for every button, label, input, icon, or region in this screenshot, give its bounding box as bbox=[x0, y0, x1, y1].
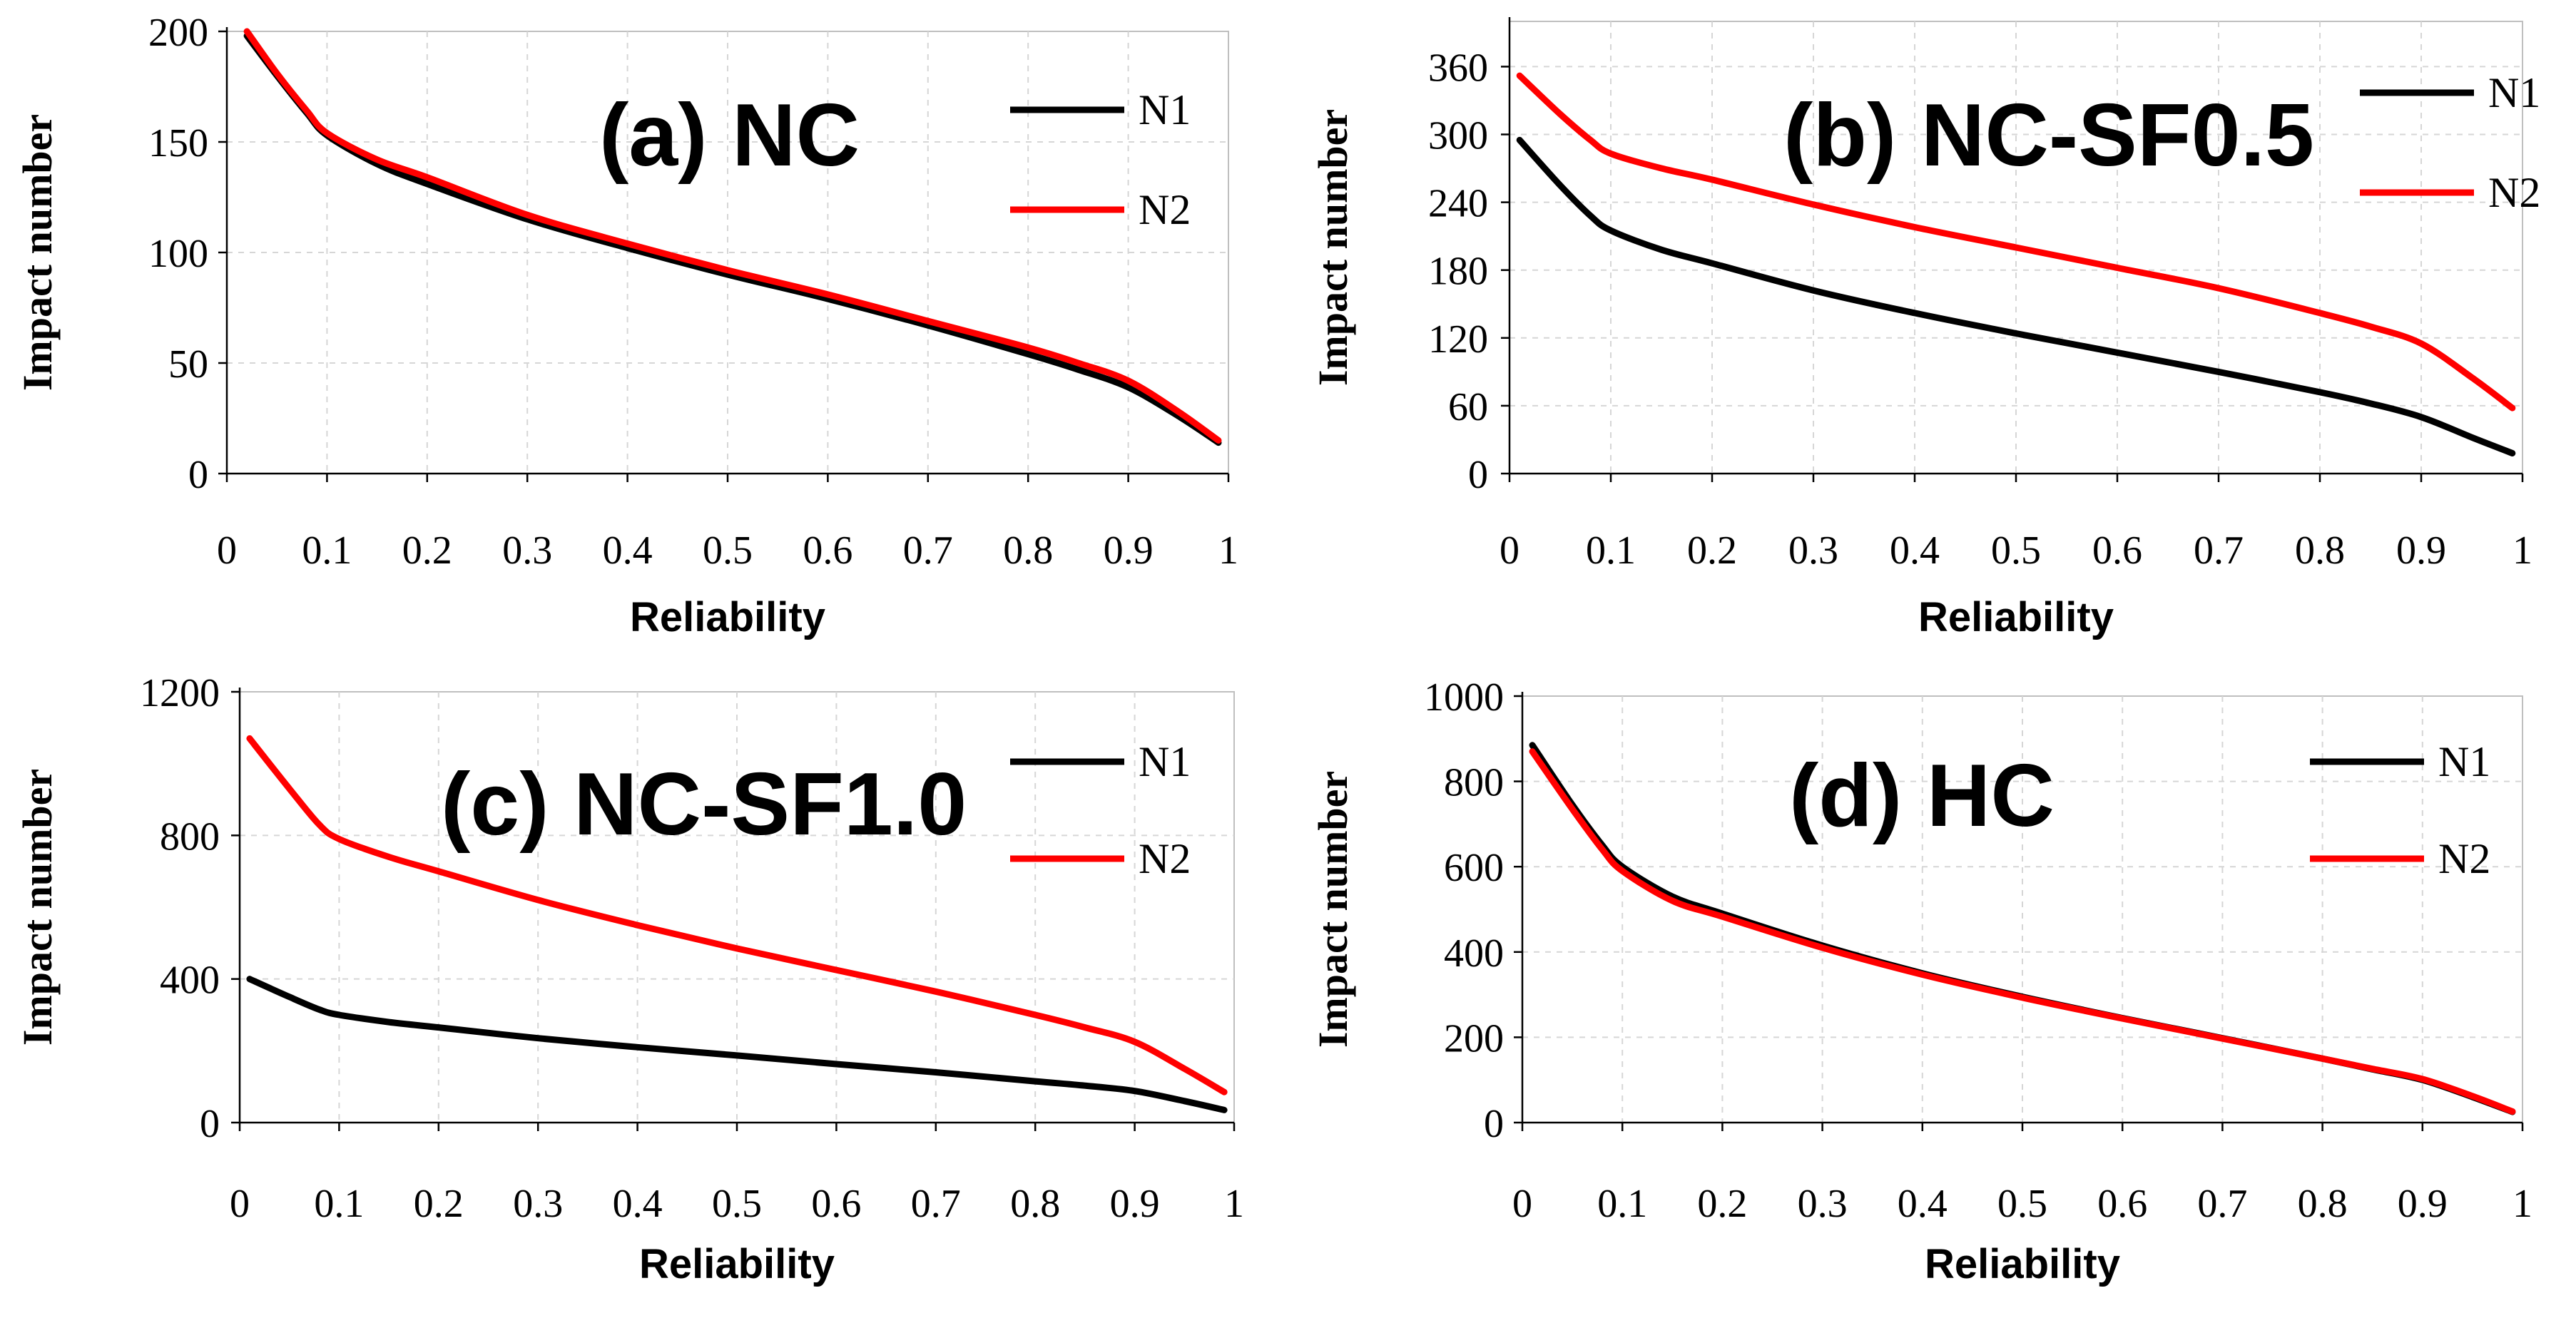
x-tick-label: 0.1 bbox=[314, 1182, 364, 1226]
panel-title: (d) HC bbox=[1789, 747, 2055, 845]
y-tick-label: 60 bbox=[1448, 385, 1488, 429]
y-tick-label: 800 bbox=[1444, 761, 1504, 805]
y-axis-label: Impact number bbox=[1310, 109, 1356, 386]
y-tick-label: 1000 bbox=[1424, 675, 1504, 720]
legend-label-n2: N2 bbox=[2488, 169, 2540, 216]
y-tick-label: 1200 bbox=[140, 671, 220, 715]
x-tick-label: 0.6 bbox=[2097, 1182, 2147, 1226]
x-tick-label: 0.7 bbox=[2194, 528, 2244, 573]
chart-panel-c: 0 400 800 1200 0 0.1 0.2 0.3 0.4 0.5 0.6 0.7 0.8 0.9 1… bbox=[14, 671, 1244, 1287]
x-tick-label: 0 bbox=[217, 528, 237, 573]
series-line-n2 bbox=[1516, 72, 2516, 412]
x-tick-label: 0.6 bbox=[803, 528, 852, 573]
x-tick-label: 0.1 bbox=[1597, 1182, 1647, 1226]
x-tick-label: 0.8 bbox=[1003, 528, 1053, 573]
x-tick-label: 0 bbox=[1500, 528, 1519, 573]
y-tick-label: 0 bbox=[1484, 1102, 1504, 1146]
y-tick-label: 800 bbox=[160, 814, 220, 859]
y-tick-label: 400 bbox=[160, 959, 220, 1003]
x-tick-label: 0.6 bbox=[2092, 528, 2142, 573]
x-tick-label: 0.5 bbox=[703, 528, 753, 573]
x-tick-label: 0.3 bbox=[513, 1182, 563, 1226]
legend-label-n2: N2 bbox=[1139, 835, 1191, 882]
x-tick-label: 0.2 bbox=[414, 1182, 464, 1226]
x-tick-label: 0.4 bbox=[603, 528, 653, 573]
x-tick-label: 0.3 bbox=[502, 528, 552, 573]
x-tick-label: 0.2 bbox=[1687, 528, 1737, 573]
chart-panel-b: 0 60 120 180 240 300 360 0 0.1 0.2 0.3 0.4 0.5 0.6 0.7… bbox=[1310, 17, 2540, 640]
legend-label-n1: N1 bbox=[1139, 86, 1191, 133]
x-tick-label: 0.7 bbox=[2197, 1182, 2247, 1226]
x-tick-label: 0.2 bbox=[1697, 1182, 1747, 1226]
x-tick-label: 0.9 bbox=[2398, 1182, 2448, 1226]
panel-title: (b) NC-SF0.5 bbox=[1783, 86, 2314, 185]
y-tick-label: 360 bbox=[1428, 46, 1488, 90]
x-tick-label: 0.6 bbox=[811, 1182, 861, 1226]
x-tick-label: 1 bbox=[2513, 1182, 2532, 1226]
y-tick-label: 300 bbox=[1428, 114, 1488, 158]
series-line-n1 bbox=[1516, 136, 2516, 456]
series-line-n1 bbox=[246, 976, 1228, 1113]
y-tick-label: 120 bbox=[1428, 317, 1488, 362]
x-tick-label: 0.4 bbox=[613, 1182, 663, 1226]
x-tick-label: 0.5 bbox=[712, 1182, 762, 1226]
y-axis-label: Impact number bbox=[14, 769, 61, 1046]
y-tick-label: 180 bbox=[1428, 250, 1488, 294]
y-tick-label: 50 bbox=[168, 342, 208, 387]
legend-label-n1: N1 bbox=[2438, 738, 2490, 785]
series-line-n2 bbox=[1529, 748, 2516, 1115]
y-axis-label: Impact number bbox=[1310, 771, 1356, 1048]
x-tick-label: 0.8 bbox=[2298, 1182, 2348, 1226]
x-tick-label: 0.1 bbox=[302, 528, 352, 573]
x-tick-label: 0.7 bbox=[903, 528, 953, 573]
series-line-n2 bbox=[243, 28, 1222, 444]
y-tick-label: 200 bbox=[1444, 1016, 1504, 1061]
x-tick-label: 0 bbox=[1512, 1182, 1532, 1226]
x-tick-label: 0.9 bbox=[1104, 528, 1154, 573]
x-axis-label: Reliability bbox=[630, 594, 825, 640]
x-axis-label: Reliability bbox=[1918, 594, 2114, 640]
x-tick-label: 0.7 bbox=[911, 1182, 961, 1226]
legend-label-n2: N2 bbox=[1139, 186, 1191, 233]
y-tick-label: 600 bbox=[1444, 846, 1504, 890]
x-tick-label: 0.3 bbox=[1798, 1182, 1848, 1226]
series-line-n2 bbox=[246, 735, 1228, 1095]
x-tick-label: 0.9 bbox=[2396, 528, 2446, 573]
x-tick-label: 0.9 bbox=[1110, 1182, 1160, 1226]
x-tick-label: 0.3 bbox=[1788, 528, 1838, 573]
x-tick-label: 0 bbox=[230, 1182, 250, 1226]
x-tick-label: 1 bbox=[2513, 528, 2532, 573]
y-tick-label: 100 bbox=[148, 232, 208, 276]
y-tick-label: 0 bbox=[200, 1102, 220, 1146]
panel-title: (a) NC bbox=[599, 86, 860, 185]
chart-panel-a: 0 50 100 150 200 0 0.1 0.2 0.3 0.4 0.5 0.6 0.7 0.8 0.9… bbox=[14, 11, 1238, 640]
y-tick-label: 0 bbox=[188, 453, 208, 497]
x-tick-label: 0.4 bbox=[1890, 528, 1940, 573]
chart-panel-d: 0 200 400 600 800 1000 0 0.1 0.2 0.3 0.4 0.5 0.6 0.7 0… bbox=[1310, 675, 2532, 1287]
x-axis-label: Reliability bbox=[639, 1241, 835, 1287]
x-tick-label: 1 bbox=[1218, 528, 1238, 573]
x-tick-label: 0.4 bbox=[1898, 1182, 1948, 1226]
panel-title: (c) NC-SF1.0 bbox=[441, 755, 967, 854]
x-tick-label: 1 bbox=[1224, 1182, 1244, 1226]
y-tick-label: 200 bbox=[148, 11, 208, 55]
x-axis-label: Reliability bbox=[1925, 1241, 2120, 1287]
y-tick-label: 0 bbox=[1468, 453, 1488, 497]
legend-label-n1: N1 bbox=[2488, 69, 2540, 116]
x-tick-label: 0.8 bbox=[1010, 1182, 1060, 1226]
y-tick-label: 240 bbox=[1428, 182, 1488, 226]
x-tick-label: 0.5 bbox=[1997, 1182, 2047, 1226]
y-axis-label: Impact number bbox=[14, 114, 61, 391]
legend-label-n1: N1 bbox=[1139, 738, 1191, 785]
legend-label-n2: N2 bbox=[2438, 835, 2490, 882]
x-tick-label: 0.1 bbox=[1586, 528, 1636, 573]
x-tick-label: 0.2 bbox=[402, 528, 452, 573]
x-tick-label: 0.8 bbox=[2295, 528, 2345, 573]
y-tick-label: 400 bbox=[1444, 931, 1504, 976]
x-tick-label: 0.5 bbox=[1991, 528, 2041, 573]
y-tick-label: 150 bbox=[148, 121, 208, 165]
